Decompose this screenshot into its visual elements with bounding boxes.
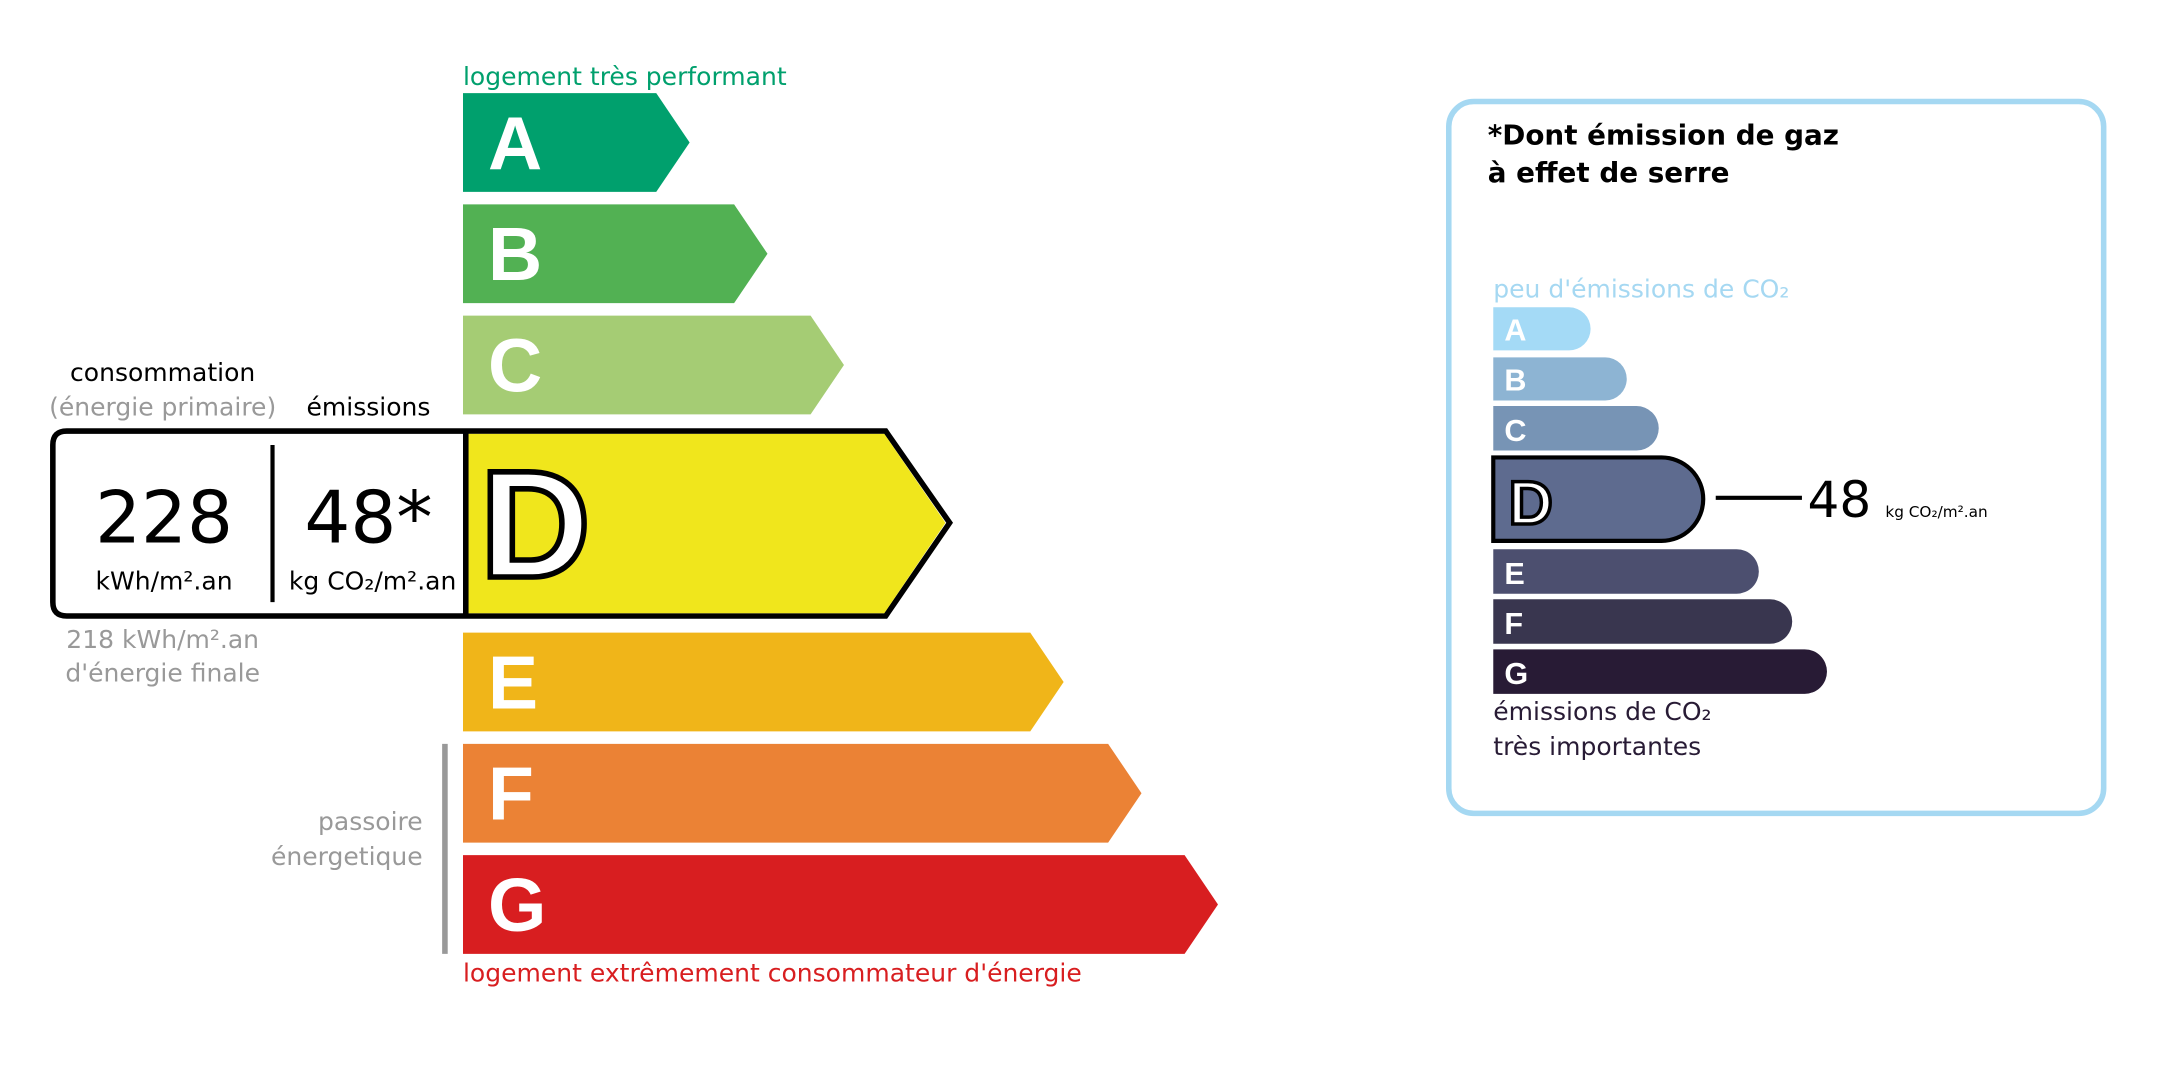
ghg-bar-a [1493,307,1591,351]
energy-class-e: E [462,632,1064,732]
energy-bar-c [462,315,844,415]
energy-letter-a: A [488,101,542,185]
energy-bar-g [462,855,1218,954]
ghg-bar-b [1493,357,1627,401]
ghg-class-g: G [1493,649,1827,694]
energy-class-g: G [462,855,1218,954]
ghg-class-c: C [1493,406,1659,451]
ghg-bar-c [1493,406,1659,451]
ghg-bottom-label-2: très importantes [1493,732,1701,761]
ghg-class-d: D [1491,455,1706,543]
final-energy-value: 218 kWh/m².an [66,625,259,654]
passoire-label-2: énergetique [271,842,423,871]
energy-class-bars: ABC EFG [462,93,1218,954]
ghg-title-1: *Dont émission de gaz [1488,119,1839,152]
ghg-letter-e: E [1504,557,1524,591]
top-performance-label: logement très performant [463,62,787,91]
ghg-letter-a: A [1504,314,1526,348]
worst-performance-label: logement extrêmement consommateur d'éner… [463,959,1082,988]
energy-class-c: C [462,315,844,415]
energy-bar-b [462,204,768,304]
energy-letter-g: G [488,863,546,947]
energy-letter-b: B [488,212,542,296]
ghg-letter-b: B [1504,364,1526,398]
passoire-label-1: passoire [318,807,423,836]
ghg-bar-f [1493,599,1793,644]
energy-letter-e: E [488,640,538,724]
ghg-value: 48 [1808,471,1872,529]
ghg-class-a: A [1493,307,1591,351]
energy-class-a: A [462,93,690,192]
ghg-class-f: F [1493,599,1793,644]
ghg-bar-e [1493,549,1759,594]
energy-class-b: B [462,204,768,304]
ghg-bar-g [1493,649,1827,694]
ghg-letter-f: F [1504,607,1523,641]
emissions-value: 48* [304,476,432,560]
ghg-bar-d [1491,455,1706,543]
ghg-top-label: peu d'émissions de CO₂ [1493,275,1789,304]
current-class-arrow [465,433,946,614]
energy-bar-f [462,743,1142,843]
consumption-value: 228 [95,476,233,560]
final-energy-label: d'énergie finale [65,658,260,687]
ghg-letter-g: G [1504,657,1528,691]
ghg-bottom-label-1: émissions de CO₂ [1493,697,1711,726]
emissions-header: émissions [306,393,430,422]
energy-bar-a [462,93,690,192]
ghg-letter-c: C [1504,414,1526,448]
ghg-class-b: B [1493,357,1627,401]
energy-letter-f: F [488,752,534,836]
emissions-unit: kg CO₂/m².an [289,567,456,596]
energy-bar-e [462,632,1064,732]
ghg-title-2: à effet de serre [1488,156,1730,189]
ghg-unit: kg CO₂/m².an [1885,503,1987,521]
consumption-header: consommation [70,358,255,387]
ghg-class-e: E [1493,549,1759,594]
consumption-subheader: (énergie primaire) [49,393,276,422]
energy-class-f: F [462,743,1142,843]
consumption-unit: kWh/m².an [96,567,233,596]
current-class-letter: D [480,440,590,610]
energy-letter-c: C [488,323,542,407]
ghg-letter-d: D [1509,469,1553,537]
